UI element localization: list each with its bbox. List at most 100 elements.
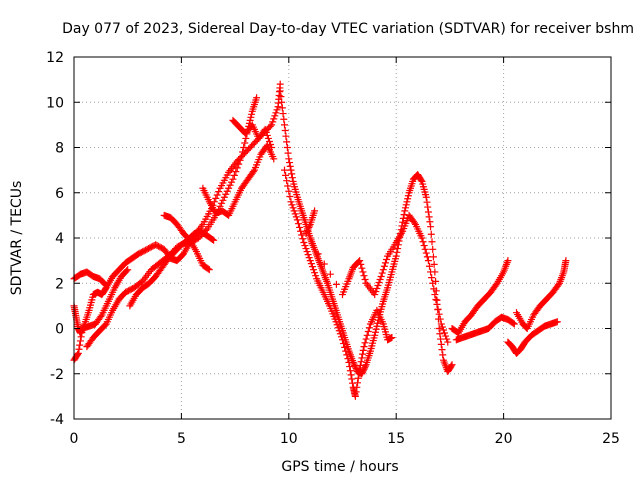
data-point-marker — [441, 329, 449, 337]
data-point-marker — [215, 188, 223, 196]
data-point-marker — [277, 93, 285, 101]
data-point-marker — [74, 349, 82, 357]
data-point-marker — [336, 330, 344, 338]
data-point-marker — [365, 324, 373, 332]
data-point-marker — [380, 262, 388, 270]
data-point-marker — [350, 360, 358, 368]
data-point-marker — [303, 228, 311, 236]
data-point-marker — [373, 285, 381, 293]
data-point-marker — [353, 383, 361, 391]
data-point-marker — [304, 251, 312, 259]
y-tick-label: 4 — [55, 231, 64, 247]
data-point-marker — [299, 235, 307, 243]
series-sat-o — [70, 266, 132, 364]
data-point-marker — [288, 170, 296, 178]
data-point-marker — [246, 116, 254, 124]
data-point-marker — [306, 220, 314, 228]
series-sat-d — [281, 166, 396, 400]
data-point-marker — [430, 260, 438, 268]
data-point-marker — [249, 168, 257, 176]
series-sat-i — [512, 257, 570, 332]
data-point-marker — [340, 340, 348, 348]
series-sat-n — [229, 116, 276, 151]
y-tick-label: 6 — [55, 186, 64, 202]
data-point-marker — [429, 253, 437, 261]
data-point-marker — [553, 318, 561, 326]
x-tick-label: 15 — [387, 431, 405, 447]
data-point-marker — [285, 155, 293, 163]
data-point-marker — [425, 213, 433, 221]
data-point-marker — [374, 319, 382, 327]
data-point-marker — [302, 245, 310, 253]
y-tick-label: 2 — [55, 276, 64, 292]
data-point-marker — [436, 315, 444, 323]
data-point-marker — [562, 257, 570, 265]
data-point-marker — [358, 354, 366, 362]
y-axis-title: SDTVAR / TECUs — [9, 181, 25, 296]
data-point-marker — [308, 263, 316, 271]
data-point-marker — [312, 272, 320, 280]
data-point-marker — [443, 335, 451, 343]
data-point-marker — [377, 272, 385, 280]
data-point-marker — [311, 269, 319, 277]
data-point-marker — [247, 113, 255, 121]
data-point-marker — [392, 252, 400, 260]
data-point-marker — [410, 219, 418, 227]
data-point-marker — [434, 305, 442, 313]
data-point-marker — [383, 255, 391, 263]
data-point-marker — [284, 182, 292, 190]
data-point-marker — [204, 265, 212, 273]
data-point-marker — [423, 253, 431, 261]
data-point-marker — [358, 264, 366, 272]
data-point-marker — [427, 230, 435, 238]
data-point-marker — [266, 122, 274, 130]
data-point-marker — [372, 325, 380, 333]
data-point-marker — [305, 254, 313, 262]
data-point-marker — [439, 326, 447, 334]
x-axis-title: GPS time / hours — [281, 459, 398, 475]
data-point-marker — [76, 337, 84, 345]
data-point-marker — [281, 166, 289, 174]
data-point-marker — [284, 149, 292, 157]
data-point-marker — [357, 358, 365, 366]
data-point-marker — [402, 204, 410, 212]
data-point-marker — [326, 270, 334, 278]
data-point-marker — [423, 198, 431, 206]
series-sat-h — [504, 318, 561, 357]
data-point-marker — [253, 94, 261, 102]
data-point-marker — [357, 260, 365, 268]
data-point-marker — [78, 329, 86, 337]
y-tick-label: 0 — [55, 322, 64, 338]
data-point-marker — [283, 138, 291, 146]
data-point-marker — [270, 115, 278, 123]
data-point-marker — [123, 267, 131, 275]
data-point-marker — [356, 361, 364, 369]
data-point-marker — [372, 288, 380, 296]
data-point-marker — [320, 260, 328, 268]
data-point-marker — [230, 171, 238, 179]
data-point-marker — [371, 331, 379, 339]
y-tick-label: 8 — [55, 141, 64, 157]
data-point-marker — [429, 245, 437, 253]
data-point-marker — [428, 274, 436, 282]
data-point-marker — [287, 166, 295, 174]
data-point-marker — [402, 201, 410, 209]
data-point-marker — [276, 80, 284, 88]
data-point-marker — [435, 325, 443, 332]
data-point-marker — [268, 144, 276, 151]
data-point-marker — [356, 257, 364, 265]
x-tick-label: 20 — [495, 431, 513, 447]
data-point-marker — [403, 198, 411, 206]
data-point-marker — [333, 321, 341, 329]
data-point-marker — [283, 177, 291, 185]
series-sat-e — [302, 207, 452, 346]
data-point-marker — [286, 159, 294, 167]
data-point-marker — [376, 275, 384, 283]
data-point-marker — [289, 204, 297, 212]
data-point-marker — [439, 351, 447, 359]
data-point-marker — [281, 127, 289, 135]
data-point-marker — [272, 109, 280, 117]
data-point-marker — [429, 279, 437, 287]
data-point-marker — [77, 333, 85, 341]
data-point-marker — [444, 338, 452, 346]
